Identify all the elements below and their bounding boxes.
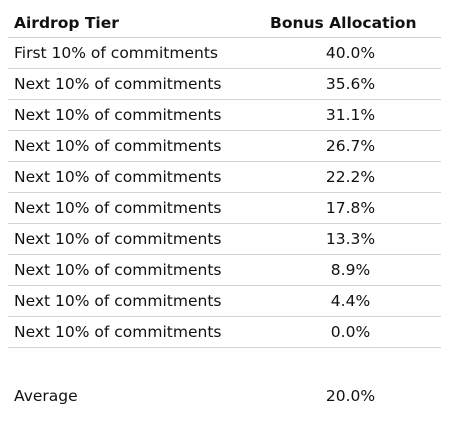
table-row: Next 10% of commitments 22.2% [8,162,441,193]
average-label: Average [14,386,78,405]
table-row: Next 10% of commitments 8.9% [8,255,441,286]
tier-cell: Next 10% of commitments [14,230,222,248]
bonus-cell: 35.6% [325,75,376,93]
table-row: Next 10% of commitments 0.0% [8,317,441,348]
bonus-cell: 31.1% [325,106,376,124]
header-bonus-allocation: Bonus Allocation [270,13,417,32]
table-row: Next 10% of commitments 4.4% [8,286,441,317]
table-row: Next 10% of commitments 26.7% [8,131,441,162]
tier-cell: First 10% of commitments [14,44,218,62]
header-airdrop-tier: Airdrop Tier [14,13,119,32]
bonus-cell: 17.8% [325,199,376,217]
tier-cell: Next 10% of commitments [14,106,222,124]
bonus-cell: 4.4% [330,292,371,310]
tier-cell: Next 10% of commitments [14,199,222,217]
bonus-cell: 13.3% [325,230,376,248]
bonus-cell: 22.2% [325,168,376,186]
table-row: Next 10% of commitments 17.8% [8,193,441,224]
airdrop-tier-table: Airdrop Tier Bonus Allocation First 10% … [8,8,441,411]
table-spacer [8,348,441,380]
tier-cell: Next 10% of commitments [14,168,222,186]
bonus-cell: 8.9% [330,261,371,279]
average-value: 20.0% [325,386,376,405]
tier-cell: Next 10% of commitments [14,137,222,155]
table-row: Next 10% of commitments 31.1% [8,100,441,131]
table-row: Next 10% of commitments 13.3% [8,224,441,255]
table-row: Next 10% of commitments 35.6% [8,69,441,100]
tier-cell: Next 10% of commitments [14,292,222,310]
bonus-cell: 40.0% [325,44,376,62]
bonus-cell: 26.7% [325,137,376,155]
table-header-row: Airdrop Tier Bonus Allocation [8,8,441,38]
bonus-cell: 0.0% [330,323,371,341]
tier-cell: Next 10% of commitments [14,261,222,279]
table-row: First 10% of commitments 40.0% [8,38,441,69]
tier-cell: Next 10% of commitments [14,75,222,93]
tier-cell: Next 10% of commitments [14,323,222,341]
average-row: Average 20.0% [8,380,441,411]
